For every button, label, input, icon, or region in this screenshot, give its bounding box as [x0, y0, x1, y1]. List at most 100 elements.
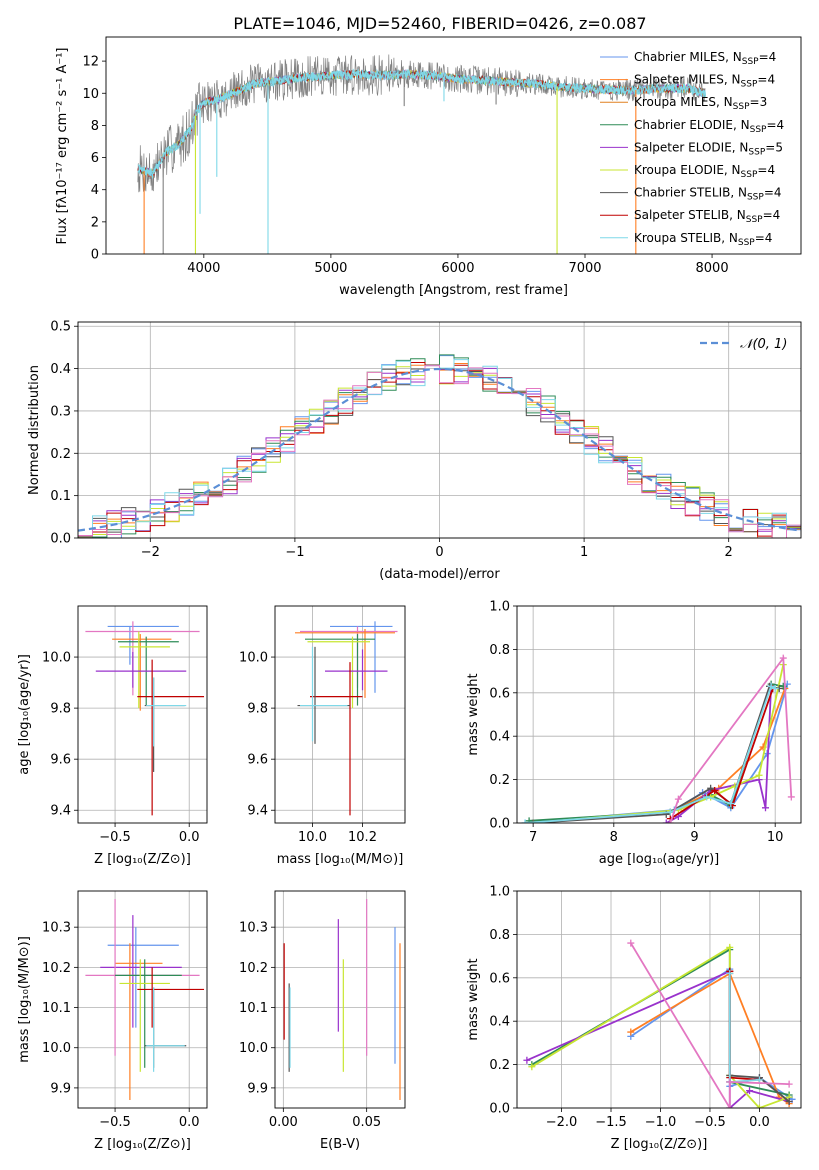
- weight-marker: [627, 1028, 635, 1036]
- weight-series: [529, 682, 783, 823]
- weight-marker: [703, 793, 711, 801]
- axes-frame: [516, 890, 802, 1109]
- y-tick-label: 10.0: [239, 651, 268, 666]
- x-tick-label: −2: [141, 545, 160, 560]
- y-tick-label: 10.2: [42, 961, 71, 976]
- errorbar-point: [100, 915, 182, 1028]
- weight-series: [521, 682, 779, 823]
- legend-entry: Kroupa STELIB, NSSP=4: [634, 231, 772, 248]
- errorbar-point: [307, 636, 370, 709]
- weight-marker: [726, 969, 734, 977]
- y-tick-label: 1.0: [489, 600, 510, 615]
- legend-entry: Chabrier MILES, NSSP=4: [634, 50, 776, 67]
- y-tick-label: 0.2: [489, 1058, 510, 1073]
- gaussian-reference-line: [78, 367, 801, 532]
- y-tick-label: 0.2: [50, 447, 71, 462]
- weight-line: [525, 685, 776, 823]
- y-tick-label: 10.3: [239, 921, 268, 936]
- errorbar-point: [146, 987, 185, 1072]
- y-tick-label: 12: [82, 55, 99, 70]
- x-tick-label: −0.5: [694, 1115, 726, 1130]
- x-tick-label: −2.0: [546, 1115, 578, 1130]
- x-tick-label: 9: [690, 830, 698, 845]
- legend-entry: Salpeter MILES, NSSP=4: [634, 73, 775, 90]
- spectrum-xlabel: wavelength [Angstrom, rest frame]: [339, 283, 568, 298]
- mass-vs-ebv-panel: 0.00 0.05 9.9 10.0 10.1 10.2 10.3 E(B-V): [239, 890, 406, 1152]
- y-tick-label: 9.9: [50, 1081, 71, 1096]
- weight-series: [627, 939, 793, 1108]
- residual-histogram-plot-area: [78, 354, 801, 538]
- panels-layer: 4000 5000 6000 7000 8000024681012wavelength …: [17, 36, 802, 1152]
- y-tick-label: 8: [91, 119, 99, 134]
- errorbar-point: [144, 677, 185, 772]
- weight-line: [669, 688, 774, 820]
- y-tick-label: 0.6: [489, 971, 510, 986]
- weight-marker: [711, 786, 719, 794]
- y-tick-label: 0.1: [50, 489, 71, 504]
- errorbar-point: [119, 631, 170, 709]
- massweight-vs-Z-panel: −2.0 −1.5 −1.0 −0.5 0.0 0.0 0.2 0.4 0.6 0.8 1.0 Z […: [466, 885, 802, 1152]
- y-tick-label: 9.4: [50, 804, 71, 819]
- weight-marker: [627, 939, 635, 947]
- y-tick-label: 9.4: [247, 804, 268, 819]
- errorbar-point: [144, 987, 187, 1068]
- y-tick-label: 4: [91, 183, 99, 198]
- weight-marker: [746, 1087, 754, 1095]
- weight-marker: [771, 684, 779, 692]
- y-tick-label: 0.6: [489, 686, 510, 701]
- y-tick-label: 10.0: [42, 651, 71, 666]
- weight-line: [533, 664, 785, 823]
- legend-subscript: SSP: [733, 102, 750, 112]
- weight-marker: [779, 654, 787, 662]
- legend-suffix: =4: [763, 208, 781, 222]
- spectrum-ylabel: Flux [fλ10⁻¹⁷ erg cm⁻² s⁻¹ A⁻¹]: [55, 48, 70, 245]
- mass-vs-Z-ylabel: mass [log₁₀(M/M⊙)]: [17, 936, 32, 1063]
- y-tick-label: 10.3: [42, 921, 71, 936]
- y-tick-label: 10.1: [42, 1001, 71, 1016]
- massweight-vs-age-plot-area: [521, 654, 795, 823]
- massweight-vs-Z-plot-area: [523, 939, 796, 1108]
- legend-entry: Chabrier STELIB, NSSP=4: [634, 186, 782, 203]
- x-tick-label: 0.0: [179, 830, 200, 845]
- age-vs-mass-panel: 10.0 10.2 9.4 9.6 9.8 10.0 mass [log₁₀(M/M⊙)]: [239, 605, 406, 867]
- weight-marker: [528, 1063, 536, 1071]
- errorbar-point: [295, 628, 395, 698]
- legend-subscript: SSP: [738, 238, 755, 248]
- legend-entry: Salpeter ELODIE, NSSP=5: [634, 140, 783, 157]
- y-tick-label: 9.9: [247, 1081, 268, 1096]
- y-tick-label: 0.8: [489, 643, 510, 658]
- y-tick-label: 9.8: [247, 702, 268, 717]
- x-tick-label: 4000: [187, 261, 220, 276]
- weight-marker: [767, 682, 775, 690]
- age-vs-mass-plot-area: [295, 621, 398, 816]
- legend-suffix: =4: [757, 163, 775, 177]
- y-tick-label: 0.4: [489, 730, 510, 745]
- spectrum-panel: 4000 5000 6000 7000 8000 0 2 4 6 8 10 12 wavelength …: [55, 36, 802, 298]
- massweight-vs-age-panel: 7 8 9 10 0.0 0.2 0.4 0.6 0.8 1.0 age [log₁₀(age/yr…: [466, 600, 802, 867]
- y-tick-label: 0.4: [489, 1015, 510, 1030]
- legend-entry: 𝒩(0, 1): [740, 337, 787, 352]
- x-tick-label: 6000: [441, 261, 474, 276]
- x-tick-label: 0.05: [352, 1115, 381, 1130]
- x-tick-label: −0.5: [99, 830, 131, 845]
- legend-subscript: SSP: [750, 125, 767, 135]
- weight-marker: [529, 819, 537, 823]
- y-tick-label: 10.2: [239, 961, 268, 976]
- x-tick-label: 7000: [568, 261, 601, 276]
- x-tick-label: 8: [610, 830, 618, 845]
- weight-marker: [785, 1080, 793, 1088]
- weight-marker: [521, 819, 529, 823]
- errorbar-point: [112, 634, 172, 711]
- axes-frame: [105, 36, 802, 255]
- weight-line: [728, 971, 760, 1081]
- weight-marker: [523, 1056, 531, 1064]
- y-tick-label: 0.3: [50, 404, 71, 419]
- age-vs-Z-xlabel: Z [log₁₀(Z/Z⊙)]: [94, 852, 191, 867]
- axes-frame: [77, 321, 802, 539]
- legend-entry: Chabrier ELODIE, NSSP=4: [634, 118, 784, 135]
- x-tick-label: 10: [767, 830, 784, 845]
- axes-frame: [77, 890, 208, 1109]
- weight-series: [529, 661, 787, 823]
- y-tick-label: 0.4: [50, 362, 71, 377]
